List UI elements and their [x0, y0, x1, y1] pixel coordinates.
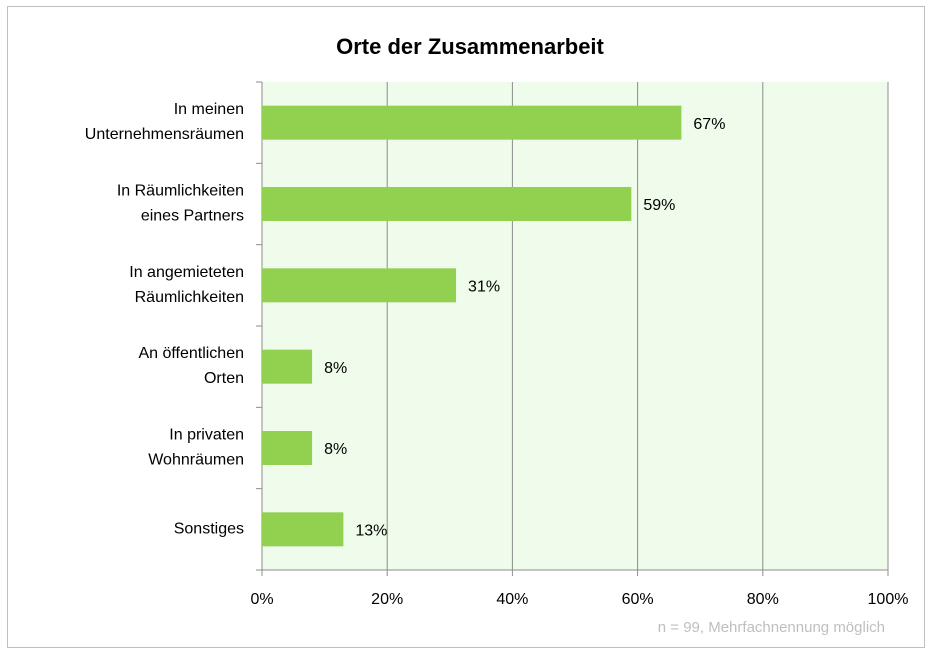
bar [262, 187, 632, 221]
value-label: 8% [324, 360, 347, 377]
bar [262, 105, 682, 140]
bar [262, 431, 313, 465]
x-tick-label: 80% [747, 591, 779, 608]
x-tick-label: 0% [250, 591, 273, 608]
value-label: 31% [468, 279, 500, 296]
x-tick-label: 100% [868, 591, 909, 608]
value-label: 59% [643, 197, 675, 214]
y-tick-label: In privaten Wohnräumen [148, 427, 244, 469]
x-tick-label: 20% [371, 591, 403, 608]
y-tick-label: In angemieteten Räumlichkeiten [129, 264, 244, 306]
x-tick-label: 60% [622, 591, 654, 608]
bar [262, 268, 457, 303]
plot-area [262, 82, 888, 570]
value-label: 13% [355, 523, 387, 540]
bar [262, 349, 313, 384]
value-label: 67% [693, 116, 725, 133]
x-tick-label: 40% [496, 591, 528, 608]
annotation: n = 99, Mehrfachnennung möglich [658, 619, 885, 636]
bar [262, 512, 344, 547]
y-tick-label: In meinen Unternehmensräumen [85, 101, 244, 143]
chart-title: Orte der Zusammenarbeit [336, 34, 604, 59]
y-tick-label: An öffentlichen Orten [138, 345, 244, 387]
value-label: 8% [324, 441, 347, 458]
y-tick-label: In Räumlichkeiten eines Partners [117, 183, 244, 225]
y-tick-label: Sonstiges [174, 521, 244, 538]
